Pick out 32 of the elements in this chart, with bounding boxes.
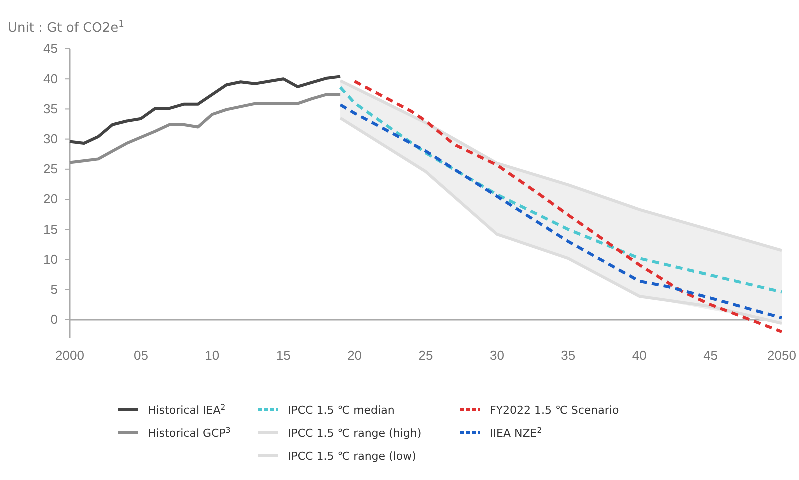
y-tick-label: 10 xyxy=(44,252,58,267)
y-tick-label: 40 xyxy=(44,71,58,86)
legend-label: IPCC 1.5 ℃ median xyxy=(288,404,395,417)
y-tick-label: 20 xyxy=(44,192,58,207)
line-series xyxy=(339,86,784,294)
x-tick-label: 15 xyxy=(276,348,291,364)
x-tick-label: 45 xyxy=(704,348,718,364)
legend-label: Historical IEA$^{2}$ xyxy=(148,402,226,417)
x-tick-label: 40 xyxy=(632,348,647,364)
x-tick-label: 25 xyxy=(418,348,434,364)
x-tick-label: 2050 xyxy=(768,348,796,364)
y-tick-label: 0 xyxy=(50,312,58,328)
y-tick-label: 25 xyxy=(44,162,58,177)
x-tick-label: 35 xyxy=(561,348,576,364)
x-tick-label: 2000 xyxy=(56,348,84,364)
line-series xyxy=(68,93,342,164)
legend-label: IIEA NZE$^{2}$ xyxy=(490,426,542,440)
y-tick-label: 15 xyxy=(44,222,58,237)
y-tick-label: 35 xyxy=(44,101,58,116)
x-tick-label: 10 xyxy=(205,348,220,364)
legend-label: IPCC 1.5 ℃ range (high) xyxy=(288,427,422,440)
legend-label: FY2022 1.5 ℃ Scenario xyxy=(490,404,620,417)
x-tick-label: 20 xyxy=(348,348,362,364)
legend-label: Historical GCP$^{3}$ xyxy=(148,426,231,440)
y-axis-title: Unit : Gt of CO2e$^{1}$ xyxy=(8,20,124,36)
y-tick-label: 45 xyxy=(44,41,58,56)
y-tick-label: 30 xyxy=(44,131,58,146)
x-tick-label: 05 xyxy=(134,348,148,364)
y-tick-label: 5 xyxy=(50,282,58,297)
legend-label: IPCC 1.5 ℃ range (low) xyxy=(288,450,416,463)
line-series xyxy=(68,75,342,146)
x-tick-label: 30 xyxy=(490,348,504,364)
